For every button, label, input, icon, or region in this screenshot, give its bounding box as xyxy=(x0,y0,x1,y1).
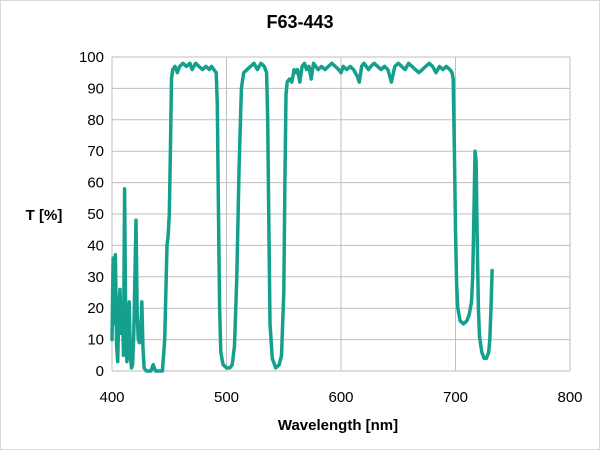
x-tick-label-500: 500 xyxy=(214,389,239,406)
y-tick-label-50: 50 xyxy=(87,206,104,223)
tick-labels: 0 10 20 30 40 50 60 70 80 90 100 400 500 600 700 800 xyxy=(79,49,583,406)
series-layer xyxy=(110,61,494,373)
y-tick-label-100: 100 xyxy=(79,49,104,66)
y-tick-label-20: 20 xyxy=(87,300,104,317)
y-tick-label-0: 0 xyxy=(96,363,104,380)
y-tick-label-90: 90 xyxy=(87,80,104,97)
x-tick-label-400: 400 xyxy=(99,389,124,406)
y-tick-label-10: 10 xyxy=(87,332,104,349)
y-tick-label-40: 40 xyxy=(87,237,104,254)
x-tick-label-800: 800 xyxy=(557,389,582,406)
chart-title: F63-443 xyxy=(266,12,333,32)
x-tick-label-700: 700 xyxy=(443,389,468,406)
series-line-0 xyxy=(110,61,494,373)
x-tick-label-600: 600 xyxy=(328,389,353,406)
y-tick-label-70: 70 xyxy=(87,143,104,160)
y-tick-label-30: 30 xyxy=(87,269,104,286)
y-tick-label-80: 80 xyxy=(87,112,104,129)
grid xyxy=(111,56,571,372)
y-tick-label-60: 60 xyxy=(87,175,104,192)
y-axis-label: T [%] xyxy=(26,207,63,224)
x-axis-label: Wavelength [nm] xyxy=(278,417,398,434)
